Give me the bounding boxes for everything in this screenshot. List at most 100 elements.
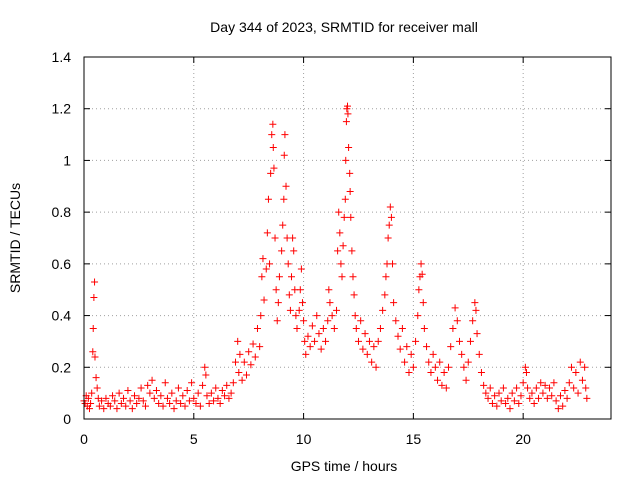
data-point [530,399,538,407]
data-point [91,353,99,361]
data-point [120,394,128,402]
data-point [117,399,125,407]
data-point [401,358,409,366]
data-point [109,392,117,400]
data-point [285,291,293,299]
data-point [338,273,346,281]
data-point [282,182,290,190]
data-point [414,312,422,320]
data-point [436,358,444,366]
data-point [334,247,342,255]
data-point [317,345,325,353]
data-point [576,358,584,366]
data-point [419,299,427,307]
axis-ticks: 0 0.2 0.4 0.6 0.8 1 1.2 1.4 0 5 10 15 20 [52,49,611,447]
data-point [268,131,276,139]
data-point [249,340,257,348]
data-point [295,306,303,314]
data-point [259,255,267,263]
data-point [453,317,461,325]
data-point [480,381,488,389]
data-point [218,387,226,395]
data-point [477,368,485,376]
data-point [548,392,556,400]
data-point [302,350,310,358]
data-point [396,345,404,353]
data-point [161,379,169,387]
data-point [300,317,308,325]
data-point [263,229,271,237]
data-point [497,397,505,405]
y-axis-label: SRMTID / TECUs [7,183,23,293]
data-point [449,325,457,332]
data-point [475,350,483,358]
data-point [405,368,413,376]
data-point [526,394,534,402]
data-point [148,376,156,384]
data-point [278,247,286,255]
data-point [417,260,425,268]
data-point [330,325,338,332]
data-point [340,213,348,221]
data-point [347,213,355,221]
data-point [289,234,297,242]
data-point [85,405,93,413]
data-point [223,381,231,389]
data-point [135,394,143,402]
data-point [210,397,218,405]
data-point [583,394,591,402]
data-point [280,151,288,159]
data-point [484,394,492,402]
data-point [207,389,215,397]
data-point [183,387,191,395]
data-point [469,317,477,325]
data-point [199,381,207,389]
data-point [258,273,266,281]
data-point [398,325,406,332]
data-point [236,350,244,358]
data-point [240,358,248,366]
data-point [429,350,437,358]
data-point [394,332,402,340]
data-point [185,397,193,405]
data-point [348,247,356,255]
data-point [280,195,288,203]
data-point [170,405,178,413]
data-point [159,402,167,410]
data-point [337,260,345,268]
data-point [133,399,141,407]
data-point [84,394,92,402]
data-point [389,260,397,268]
data-point [221,392,229,400]
data-point [415,286,423,294]
data-point [242,371,250,379]
data-point [368,358,376,366]
data-point [91,278,99,286]
data-point [458,350,466,358]
data-point [552,397,560,405]
data-point [351,312,359,320]
data-point [155,399,163,407]
data-point [253,325,261,332]
data-point [216,399,224,407]
data-point [166,399,174,407]
data-point [392,317,400,325]
data-point [205,399,213,407]
data-point [431,363,439,371]
data-point [539,389,547,397]
data-point [192,399,200,407]
data-point [298,299,306,307]
data-point [98,397,106,405]
data-point [179,392,187,400]
data-point [570,384,578,392]
data-point [313,312,321,320]
data-point [212,384,220,392]
data-point [266,260,274,268]
data-point [286,306,294,314]
data-point [554,405,562,413]
data-point [572,368,580,376]
data-point [229,379,237,387]
data-point [502,399,510,407]
y-tick-label: 1.4 [52,49,72,65]
data-point [556,392,564,400]
